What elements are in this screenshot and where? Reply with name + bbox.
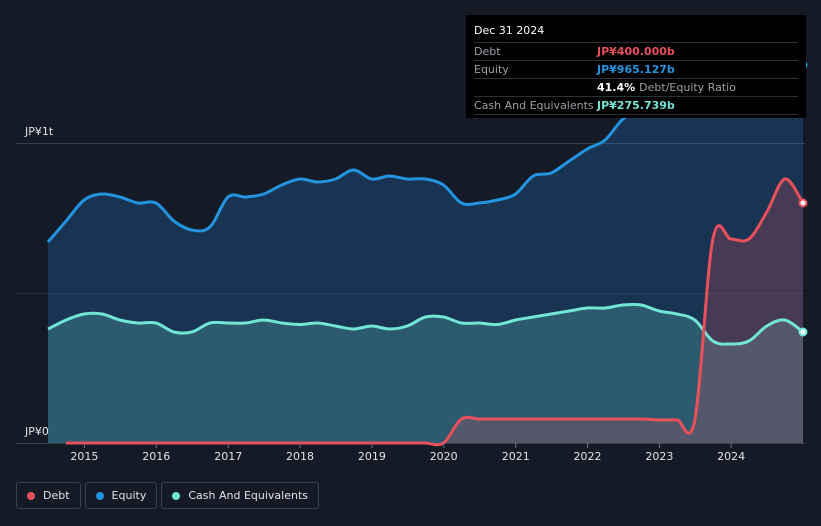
tooltip-cash-label: Cash And Equivalents <box>474 99 594 112</box>
x-tick-label: 2021 <box>502 450 530 463</box>
x-tick-label: 2016 <box>142 450 170 463</box>
x-tick-label: 2017 <box>214 450 242 463</box>
tooltip-equity-value: JP¥965.127b <box>597 63 675 76</box>
cash-line <box>47 302 804 346</box>
tooltip-equity-label: Equity <box>474 63 509 76</box>
debt-end-marker <box>798 198 808 208</box>
tooltip-cash-value: JP¥275.739b <box>597 99 675 112</box>
legend-item-cash[interactable]: Cash And Equivalents <box>161 482 319 509</box>
tooltip-row-ratio: 41.4% Debt/Equity Ratio <box>474 78 798 96</box>
x-tick-label: 2024 <box>717 450 745 463</box>
tooltip-row-debt: Debt JP¥400.000b <box>474 42 798 60</box>
tooltip-date: Dec 31 2024 <box>474 24 545 37</box>
x-tick-label: 2023 <box>645 450 673 463</box>
tooltip-debt-label: Debt <box>474 45 501 58</box>
tooltip-row-equity: Equity JP¥965.127b <box>474 60 798 78</box>
legend-item-debt[interactable]: Debt <box>16 482 81 509</box>
tooltip-ratio-value: 41.4% <box>597 81 636 94</box>
y-tick-label-top: JP¥1t <box>24 125 54 138</box>
equity-area <box>48 58 803 443</box>
tooltip-ratio-label: Debt/Equity Ratio <box>639 81 736 94</box>
legend-item-equity[interactable]: Equity <box>84 482 158 509</box>
legend-label-equity: Equity <box>111 489 147 502</box>
legend: Debt Equity Cash And Equivalents <box>16 482 319 509</box>
x-tick-label: 2019 <box>358 450 386 463</box>
x-tick-label: 2020 <box>430 450 458 463</box>
cash-end-marker <box>798 327 808 337</box>
cash-area <box>48 304 803 443</box>
x-tick-label: 2015 <box>70 450 98 463</box>
legend-dot-cash <box>172 491 181 500</box>
legend-label-debt: Debt <box>43 489 70 502</box>
legend-label-cash: Cash And Equivalents <box>188 489 308 502</box>
x-tick-label: 2022 <box>574 450 602 463</box>
tooltip: Dec 31 2024 Debt JP¥400.000b Equity JP¥9… <box>466 15 806 118</box>
y-tick-label-bottom: JP¥0 <box>24 425 49 438</box>
x-tick-label: 2018 <box>286 450 314 463</box>
tooltip-debt-value: JP¥400.000b <box>597 45 675 58</box>
legend-dot-equity <box>95 491 104 500</box>
tooltip-row-cash: Cash And Equivalents JP¥275.739b <box>474 96 798 115</box>
debt-area <box>66 178 804 445</box>
legend-dot-debt <box>27 491 35 500</box>
